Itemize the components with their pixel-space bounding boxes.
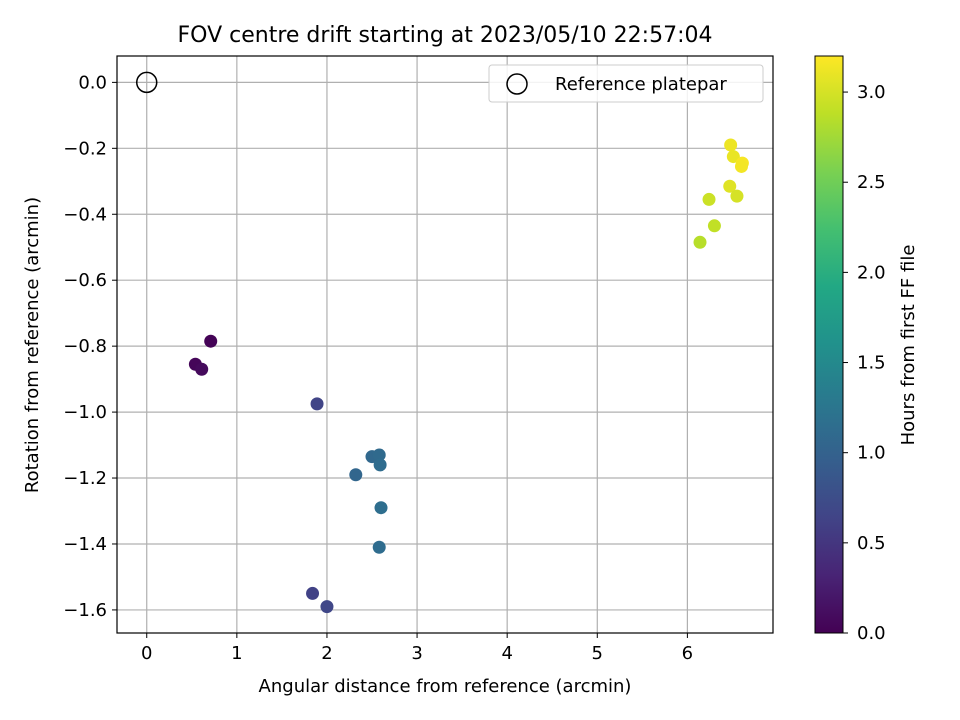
data-point bbox=[195, 362, 209, 376]
data-point bbox=[734, 159, 748, 173]
x-tick-label: 6 bbox=[682, 643, 693, 664]
plot-area-frame bbox=[116, 55, 774, 634]
data-point bbox=[310, 397, 324, 411]
y-tick-label: −1.4 bbox=[63, 534, 107, 555]
x-tick-label: 3 bbox=[411, 643, 422, 664]
data-point bbox=[707, 219, 721, 233]
data-point bbox=[702, 192, 716, 206]
y-tick-label: 0.0 bbox=[78, 72, 107, 93]
colorbar-tick-label: 2.0 bbox=[857, 262, 886, 283]
y-tick-label: −1.0 bbox=[63, 402, 107, 423]
legend-marker-icon bbox=[506, 73, 528, 95]
colorbar-tick-label: 0.5 bbox=[857, 533, 886, 554]
x-tick-label: 1 bbox=[231, 643, 242, 664]
colorbar: 0.0 0.5 1.0 1.5 2.0 2.5 3.0 Hours from first F… bbox=[814, 55, 919, 644]
colorbar-gradient bbox=[814, 55, 844, 634]
chart-title: FOV centre drift starting at 2023/05/10 … bbox=[178, 23, 713, 48]
data-point bbox=[372, 540, 386, 554]
y-tick-label: −0.6 bbox=[63, 270, 107, 291]
legend: Reference platepar bbox=[488, 64, 764, 103]
y-tick-label: −0.4 bbox=[63, 204, 107, 225]
colorbar-tick-label: 1.0 bbox=[857, 443, 886, 464]
colorbar-tick-label: 2.5 bbox=[857, 172, 886, 193]
data-point bbox=[349, 468, 363, 482]
data-point bbox=[724, 138, 738, 152]
colorbar-tick-label: 1.5 bbox=[857, 353, 886, 374]
colorbar-ticks: 0.0 0.5 1.0 1.5 2.0 2.5 3.0 bbox=[843, 82, 886, 644]
y-tick-label: −1.2 bbox=[63, 468, 107, 489]
data-point bbox=[372, 448, 386, 462]
data-point bbox=[723, 179, 737, 193]
legend-label: Reference platepar bbox=[555, 74, 727, 95]
data-point bbox=[730, 189, 744, 203]
y-axis: 0.0 −0.2 −0.4 −0.6 −0.8 −1.0 −1.2 −1.4 −1.6 bbox=[63, 72, 117, 621]
data-point bbox=[373, 458, 387, 472]
data-point bbox=[320, 600, 334, 614]
data-point bbox=[204, 334, 218, 348]
x-tick-label: 5 bbox=[592, 643, 603, 664]
data-point bbox=[374, 501, 388, 515]
y-tick-label: −1.6 bbox=[63, 600, 107, 621]
x-tick-label: 2 bbox=[321, 643, 332, 664]
colorbar-tick-label: 3.0 bbox=[857, 82, 886, 103]
data-points bbox=[188, 138, 749, 614]
reference-marker bbox=[135, 71, 158, 94]
y-tick-label: −0.2 bbox=[63, 138, 107, 159]
x-axis-label: Angular distance from reference (arcmin) bbox=[259, 676, 632, 697]
x-tick-label: 4 bbox=[501, 643, 512, 664]
data-point bbox=[693, 235, 707, 249]
y-tick-label: −0.8 bbox=[63, 336, 107, 357]
x-tick-label: 0 bbox=[141, 643, 152, 664]
grid bbox=[117, 56, 773, 633]
data-point bbox=[726, 150, 740, 164]
legend-frame bbox=[488, 64, 764, 103]
colorbar-tick-label: 0.0 bbox=[857, 623, 886, 644]
y-axis-label: Rotation from reference (arcmin) bbox=[22, 197, 43, 493]
x-axis: 0 1 2 3 4 5 6 bbox=[141, 633, 693, 664]
reference-point bbox=[135, 71, 158, 94]
colorbar-label: Hours from first FF file bbox=[898, 245, 919, 446]
data-point bbox=[306, 586, 320, 600]
